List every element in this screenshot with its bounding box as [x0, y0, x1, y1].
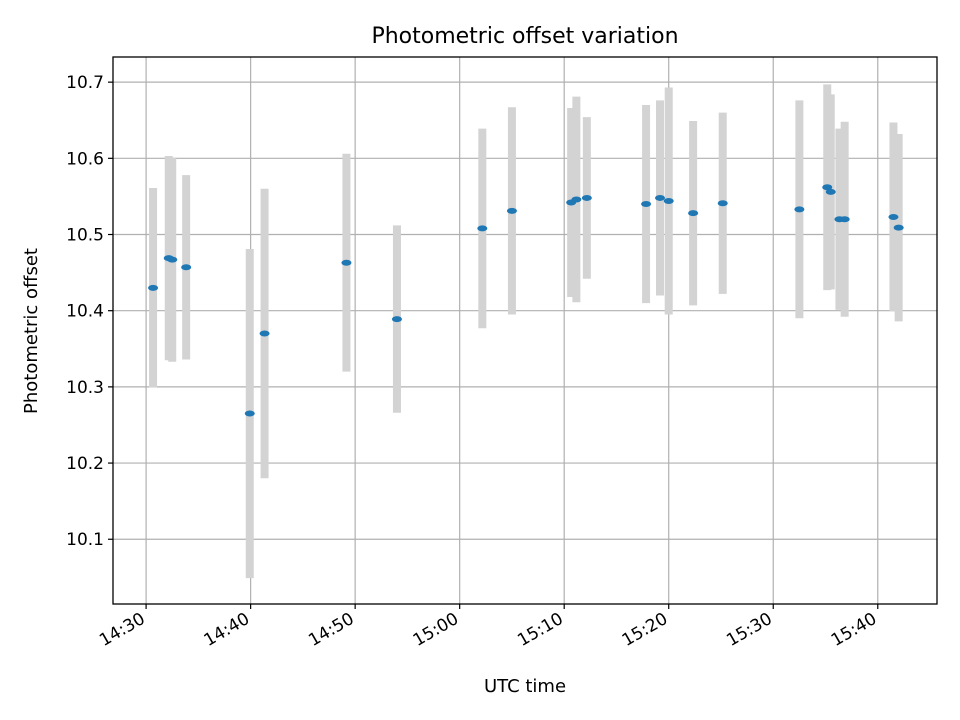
x-axis-label: UTC time	[484, 676, 566, 697]
data-point	[839, 216, 850, 223]
data-point	[688, 210, 699, 217]
data-point	[825, 188, 836, 195]
data-point	[391, 316, 402, 323]
plot-frame	[112, 56, 938, 605]
data-point	[794, 206, 805, 213]
data-point	[477, 225, 488, 232]
chart-title: Photometric offset variation	[371, 24, 678, 49]
data-point	[822, 184, 833, 191]
data-point	[717, 200, 728, 207]
data-point	[888, 213, 899, 220]
point-layer	[148, 184, 904, 417]
data-point	[148, 284, 159, 291]
y-tick-label: 10.3	[66, 378, 104, 398]
y-tick-label: 10.6	[66, 149, 104, 169]
data-point	[506, 207, 517, 214]
data-point	[341, 259, 352, 266]
y-axis-label: Photometric offset	[21, 248, 42, 414]
y-tick-label: 10.4	[66, 302, 104, 322]
data-point	[581, 194, 592, 201]
y-tick-label: 10.1	[66, 530, 104, 550]
data-point	[893, 224, 904, 231]
data-point	[571, 196, 582, 203]
data-point	[641, 201, 652, 208]
y-tick-label: 10.7	[66, 73, 104, 93]
y-tick-label: 10.2	[66, 454, 104, 474]
data-point	[181, 264, 192, 271]
data-point	[167, 256, 178, 263]
data-point	[655, 194, 666, 201]
y-tick-label: 10.5	[66, 226, 104, 246]
data-point	[244, 410, 255, 417]
data-point	[663, 197, 674, 204]
data-point	[259, 330, 270, 337]
